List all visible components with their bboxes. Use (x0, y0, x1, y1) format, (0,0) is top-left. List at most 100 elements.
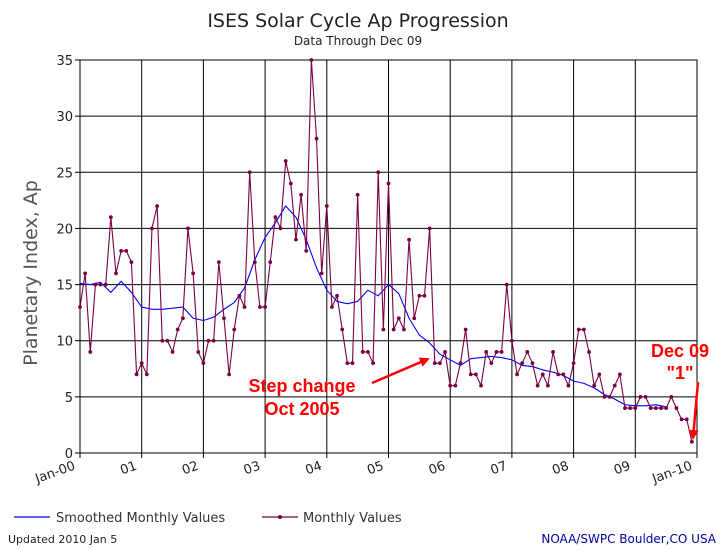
x-tick-label: 05 (365, 459, 386, 479)
data-point (592, 383, 597, 388)
data-point (679, 417, 684, 422)
data-point (453, 383, 458, 388)
data-point (345, 361, 350, 366)
data-point (402, 327, 406, 332)
data-point (448, 383, 453, 388)
data-point (211, 338, 216, 343)
data-point (165, 338, 170, 343)
data-point (474, 372, 478, 377)
data-point (299, 192, 303, 197)
data-point (535, 383, 540, 388)
y-tick-label: 20 (56, 222, 73, 237)
data-point (674, 406, 679, 410)
data-point (659, 406, 663, 410)
y-tick-label: 10 (56, 335, 73, 350)
data-point (247, 170, 252, 175)
data-point (391, 327, 396, 332)
grid (79, 59, 698, 454)
data-point (386, 181, 391, 186)
data-point (206, 338, 211, 343)
x-tick-label: 01 (118, 459, 139, 479)
data-point (263, 305, 267, 309)
data-point (443, 350, 447, 354)
data-point (612, 383, 617, 388)
data-point (93, 282, 98, 287)
data-point (252, 260, 257, 265)
data-point (576, 327, 581, 332)
data-point (396, 316, 401, 321)
data-point (170, 350, 175, 354)
annotation-dec09-line1: Dec 09 (651, 341, 709, 361)
data-point (78, 305, 82, 309)
data-point (273, 215, 278, 220)
data-point (427, 226, 432, 231)
data-point (350, 361, 355, 366)
x-tick-label: 06 (427, 459, 448, 479)
data-point (288, 181, 293, 186)
data-point (540, 372, 545, 377)
data-point (160, 338, 165, 343)
data-point (324, 204, 329, 208)
data-point (376, 170, 381, 175)
series-line-smoothed-monthly-values (79, 205, 667, 408)
data-point (114, 271, 118, 276)
data-point (458, 361, 463, 366)
y-tick-label: 25 (56, 166, 73, 181)
data-point (196, 350, 201, 354)
data-point (587, 350, 591, 354)
y-axis-label: Planetary Index, Ap (20, 180, 42, 366)
data-point (689, 439, 694, 444)
data-point (294, 237, 298, 242)
x-tick-label: 03 (242, 459, 263, 479)
annotation-dec09-arrow (688, 381, 700, 440)
x-tick-label: 09 (612, 459, 633, 479)
data-point (581, 327, 586, 332)
data-point (684, 417, 689, 422)
data-point (355, 192, 360, 197)
data-point (489, 361, 494, 366)
data-point (597, 372, 602, 377)
data-point (216, 260, 221, 265)
data-point (232, 327, 237, 332)
y-tick-label: 15 (56, 279, 73, 294)
data-point (520, 361, 525, 366)
data-point (530, 361, 535, 366)
data-point (484, 350, 489, 354)
data-point (653, 406, 658, 410)
data-point (144, 372, 149, 377)
data-point (479, 383, 483, 388)
data-point (150, 226, 154, 231)
data-point (499, 350, 504, 354)
data-point (432, 361, 437, 366)
data-point (381, 327, 386, 332)
data-point (623, 406, 627, 410)
legend-monthly-marker (278, 515, 282, 519)
data-point (412, 316, 417, 321)
data-point (463, 327, 468, 332)
data-point (360, 350, 365, 354)
data-point (643, 394, 648, 399)
annotation-step-change-line1: Step change (248, 376, 355, 396)
x-axis: Jan-00 01 02 03 04 05 06 07 08 09 Jan-10 (33, 453, 698, 488)
data-point (124, 248, 129, 253)
data-point (571, 361, 576, 366)
x-tick-label: Jan-00 (33, 459, 78, 488)
data-point (258, 305, 262, 309)
data-point (551, 350, 555, 354)
data-point (633, 406, 638, 410)
data-point (422, 293, 427, 298)
data-point (304, 248, 309, 253)
y-tick-label: 0 (65, 447, 73, 462)
data-point (129, 260, 134, 265)
y-axis: 0 5 10 15 20 25 30 35 (56, 54, 80, 462)
data-point (561, 372, 566, 377)
chart-subtitle: Data Through Dec 09 (294, 34, 422, 48)
data-point (607, 394, 612, 399)
data-point (268, 260, 273, 265)
data-point (237, 293, 242, 298)
data-point (119, 248, 124, 253)
legend-smoothed-label: Smoothed Monthly Values (56, 511, 225, 526)
y-tick-label: 35 (56, 54, 73, 69)
x-tick-label: 07 (489, 459, 510, 479)
data-point (545, 383, 550, 388)
